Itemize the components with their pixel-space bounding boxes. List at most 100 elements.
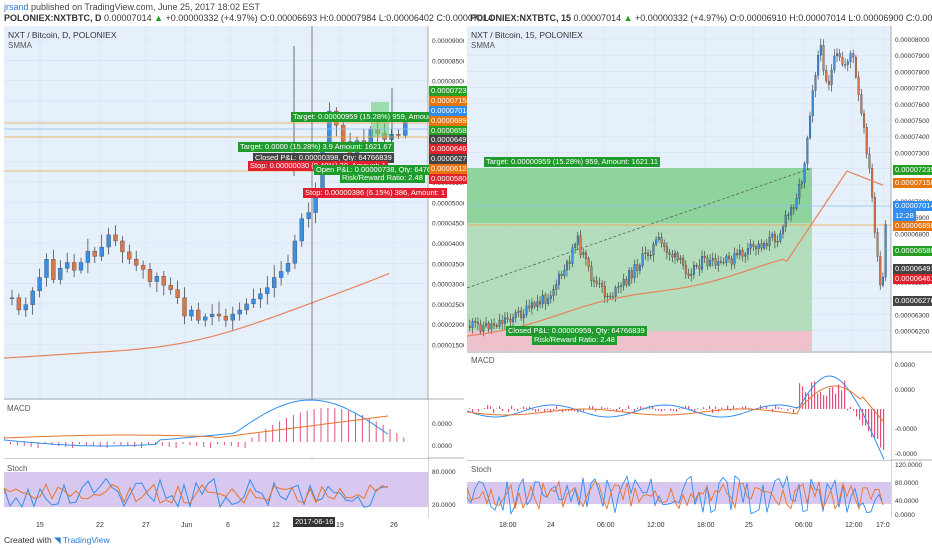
candle-body	[512, 317, 515, 322]
candle-body	[852, 53, 855, 58]
macd-bar	[511, 405, 513, 409]
right-price: 0.00007014	[573, 13, 622, 23]
price-tag: 0.00007235	[429, 86, 473, 96]
right-indicator-label[interactable]: SMMA	[471, 41, 495, 50]
candle-body	[514, 312, 517, 318]
right-chart-title: NXT / Bitcoin, 15, POLONIEX	[471, 30, 583, 40]
left-indicator-label[interactable]: SMMA	[8, 41, 32, 50]
left-stop-label-2[interactable]: Stop: 0.00000386 (6.15%) 386, Amount: 1	[303, 188, 448, 198]
macd-bar	[472, 409, 474, 413]
left-rr-label[interactable]: Risk/Reward Ratio: 2.48	[340, 173, 425, 183]
macd-bar	[748, 407, 750, 409]
right-x-axis[interactable]: 18:00 24 06:00 12:00 18:00 25 06:00 12:00 17:0	[499, 522, 890, 529]
left-stoch-k	[4, 477, 389, 509]
right-change: +0.00000332 (+4.97%)	[635, 13, 728, 23]
candle-body	[598, 283, 601, 285]
right-macd-title[interactable]: MACD	[471, 356, 495, 365]
macd-bar	[847, 409, 849, 411]
candle-body	[695, 265, 698, 267]
candle-body	[822, 45, 825, 71]
left-price: 0.00007014	[104, 13, 152, 23]
left-target-label-2[interactable]: Target: 0.0000 (15.28%) 3.9 Amount: 1621…	[238, 142, 394, 152]
macd-bar	[361, 415, 363, 442]
macd-bar	[844, 380, 846, 409]
candle-body	[611, 296, 614, 298]
candle-body	[863, 113, 866, 128]
y-tick-label: 80.0000	[895, 480, 919, 487]
candle-body	[746, 248, 749, 255]
macd-bar	[16, 442, 18, 445]
macd-bar	[730, 409, 732, 411]
candle-body	[674, 252, 677, 258]
candle-body	[741, 250, 744, 257]
macd-bar	[559, 409, 561, 410]
right-stoch-title[interactable]: Stoch	[471, 465, 492, 474]
candle-body	[657, 237, 660, 240]
right-rr-label[interactable]: Risk/Reward Ratio: 2.48	[532, 335, 617, 345]
macd-bar	[120, 442, 122, 445]
candle-body	[533, 302, 536, 307]
right-closed-pnl-label[interactable]: Closed P&L: 0.00000959, Qty: 64766839	[506, 326, 647, 336]
y-tick-label: 0.0000	[432, 421, 452, 428]
candle-body	[760, 243, 763, 249]
macd-bar	[547, 409, 549, 411]
macd-bar	[850, 406, 852, 409]
candle-body	[509, 319, 512, 322]
candle-body	[520, 310, 523, 319]
price-tag: 0.00006461	[429, 144, 473, 154]
macd-bar	[703, 407, 705, 409]
left-change: +0.00000332 (+4.97%)	[165, 13, 258, 23]
candle-body	[474, 321, 477, 323]
candle-body	[868, 153, 871, 169]
macd-bar	[550, 409, 552, 413]
y-tick-label: 0.00002500	[432, 302, 464, 309]
right-chart-panel[interactable]: 0.00008000 0.00007900 0.00007800 0.00007700…	[467, 26, 932, 532]
left-macd-title[interactable]: MACD	[7, 404, 31, 413]
x-tick-label: 27	[142, 522, 150, 529]
price-tag: 0.00006491	[893, 264, 932, 274]
right-open: O:0.00006910	[729, 13, 787, 23]
macd-bar	[613, 409, 615, 410]
right-target-label[interactable]: Target: 0.00000959 (15.28%) 959, Amount:…	[484, 157, 661, 167]
candle-body	[147, 269, 153, 282]
macd-bar	[808, 393, 810, 409]
x-tick-label: 18:00	[697, 522, 715, 529]
candle-body	[574, 244, 577, 248]
candle-body	[113, 234, 118, 242]
right-low: L:0.00006900	[848, 13, 904, 23]
tradingview-logo-icon: ◥	[54, 535, 61, 545]
macd-bar	[601, 406, 603, 409]
left-open-pnl-label[interactable]: Open P&L: 0.00000738, Qty: 64766839	[314, 165, 450, 175]
macd-bar	[161, 442, 163, 446]
macd-bar	[79, 442, 80, 444]
candle-body	[530, 302, 533, 309]
publisher-name[interactable]: jrsand	[4, 2, 29, 12]
candle-body	[779, 233, 782, 242]
candle-body	[251, 298, 256, 305]
left-chart-panel[interactable]: 0.000090000.000085000.000080000.00007500…	[4, 26, 464, 532]
left-target-label[interactable]: Target: 0.00000959 (15.28%) 959, Amount:…	[291, 112, 445, 122]
macd-bar	[745, 405, 747, 409]
candle-body	[23, 304, 28, 311]
candle-body	[539, 301, 542, 305]
left-closed-pnl-label[interactable]: Closed P&L: 0.00000398, Qty: 64766839	[253, 153, 394, 163]
macd-bar	[92, 442, 94, 446]
candle-body	[587, 258, 590, 267]
macd-bar	[625, 409, 627, 410]
left-macd-line	[4, 399, 389, 447]
left-stoch-title[interactable]: Stoch	[7, 464, 28, 473]
macd-bar	[640, 406, 642, 409]
macd-bar	[871, 409, 873, 438]
footer: Created with ◥ TradingView	[4, 535, 110, 546]
candle-body	[795, 198, 798, 209]
candle-body	[536, 301, 539, 307]
macd-bar	[763, 408, 765, 409]
candle-body	[140, 265, 146, 270]
macd-bar	[655, 409, 657, 411]
right-target-zone	[467, 168, 812, 223]
footer-brand[interactable]: TradingView	[62, 535, 110, 545]
left-x-axis[interactable]: 15 22 27 Jun 6 12 19 26	[36, 522, 398, 529]
candle-body	[571, 247, 574, 264]
candle-body	[790, 207, 793, 216]
y-tick-label: -0.0000	[895, 426, 917, 433]
